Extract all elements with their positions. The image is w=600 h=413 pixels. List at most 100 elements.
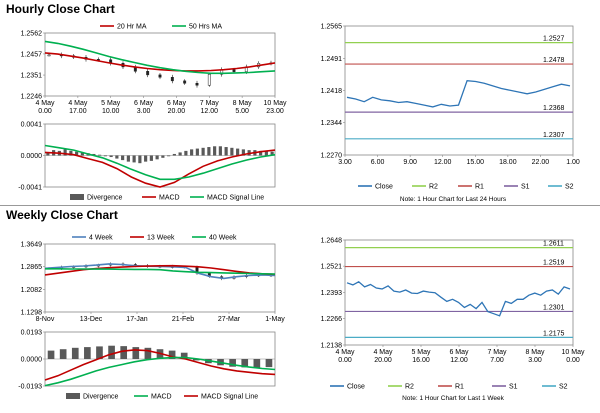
- hourly-close-close-line: [346, 80, 571, 108]
- weekly-close-legend-label: R1: [455, 384, 464, 391]
- weekly-close-xtick-label: 4 May 0.00: [335, 349, 355, 364]
- hourly-close-level-label: 1.2307: [543, 132, 565, 139]
- hourly-price-candle-body: [232, 69, 236, 72]
- hourly-macd-ytick-label: 0.0000: [21, 153, 43, 160]
- hourly-close-legend-label: Close: [375, 184, 393, 191]
- hourly-price-xtick-label: 5 May 10.00: [101, 100, 121, 115]
- weekly-macd-ytick-label: 0.0000: [21, 357, 43, 364]
- weekly-macd-divergence-bar: [59, 349, 67, 359]
- hourly-macd-legend-label: MACD: [159, 195, 180, 202]
- weekly-close-level-label: 1.2519: [543, 260, 565, 267]
- hourly-macd-divergence-bar: [195, 148, 199, 156]
- hourly-price-ytick-label: 1.2246: [21, 94, 43, 101]
- hourly-price-xtick-label: 7 May 12.00: [200, 100, 220, 115]
- hourly-close-ytick-label: 1.2344: [321, 120, 343, 127]
- hourly-macd-divergence-bar: [138, 155, 142, 164]
- weekly-40wk-line: [45, 267, 276, 275]
- weekly-close-ytick-label: 1.2138: [321, 343, 343, 350]
- hourly-macd-divergence-bar: [207, 147, 211, 156]
- hourly-macd-divergence-bar: [259, 150, 263, 156]
- weekly-macd-divergence-bar: [108, 345, 115, 359]
- hourly-price-xtick-label: 4 May 0.00: [35, 100, 55, 115]
- hourly-macd-divergence-bar: [109, 155, 113, 158]
- weekly-macd-divergence-bar: [120, 346, 128, 359]
- hourly-macd-divergence-bar: [80, 152, 84, 156]
- hourly-macd-divergence-bar: [224, 147, 228, 156]
- hourly-macd-divergence-bar: [161, 155, 165, 158]
- weekly-close-legend-label: S1: [509, 384, 518, 391]
- weekly-price-xtick-label: 17-Jan: [126, 316, 148, 323]
- weekly-price-xtick-label: 13-Dec: [80, 316, 103, 323]
- weekly-close-xtick-label: 10 May 0.00: [562, 349, 585, 364]
- hourly-close-level-label: 1.2368: [543, 105, 565, 112]
- hourly-price-candle-body: [146, 71, 150, 76]
- weekly-price-xtick-label: 8-Nov: [36, 316, 55, 323]
- hourly-close-xtick-label: 3.00: [338, 159, 352, 166]
- weekly-macd-macd-line: [44, 349, 276, 381]
- weekly-macd-legend-swatch: [66, 393, 80, 399]
- weekly-close-frame: [344, 239, 574, 346]
- hourly-macd-divergence-bar: [270, 151, 274, 156]
- weekly-macd-divergence-bar: [253, 359, 261, 368]
- hourly-macd-divergence-bar: [167, 155, 171, 157]
- hourly-macd-divergence-bar: [201, 147, 205, 156]
- hourly-close-level-label: 1.2527: [543, 36, 565, 43]
- hourly-close-ytick-label: 1.2418: [321, 88, 343, 95]
- hourly-price-candle-body: [207, 74, 211, 86]
- hourly-price-ytick-label: 1.2457: [21, 51, 43, 58]
- weekly-close-legend-label: S2: [559, 384, 568, 391]
- hourly-close-xtick-label: 18.00: [499, 159, 517, 166]
- hourly-macd-divergence-bar: [149, 155, 153, 161]
- hourly-close-xtick-label: 6.00: [371, 159, 385, 166]
- hourly-close-xtick-label: 15.00: [467, 159, 485, 166]
- weekly-macd-divergence-bar: [47, 350, 55, 359]
- hourly-macd-divergence-bar: [75, 151, 79, 156]
- weekly-macd-legend-label: Divergence: [83, 394, 119, 401]
- weekly-close-xtick-label: 6 May 12.00: [449, 349, 469, 364]
- weekly-price-xtick-label: 1-May: [265, 316, 285, 323]
- weekly-price-legend-label: 13 Week: [147, 235, 175, 242]
- weekly-price-frame: [44, 243, 276, 313]
- weekly-close-xtick-label: 8 May 3.00: [525, 349, 545, 364]
- hourly-macd-ytick-label: -0.0041: [18, 185, 42, 192]
- hourly-price-frame: [44, 32, 276, 97]
- hourly-macd-divergence-bar: [98, 154, 102, 156]
- weekly-macd-divergence-bar: [265, 359, 273, 368]
- hourly-macd-divergence-bar: [236, 148, 240, 156]
- hourly-macd-divergence-bar: [115, 155, 119, 159]
- weekly-close-level-label: 1.2175: [543, 330, 565, 337]
- weekly-close-ytick-label: 1.2521: [321, 264, 343, 271]
- hourly-close-legend-label: S1: [521, 184, 530, 191]
- weekly-close-level-label: 1.2611: [543, 241, 564, 248]
- weekly-price-ytick-label: 1.2865: [21, 264, 43, 271]
- hourly-close-ytick-label: 1.2565: [321, 24, 343, 31]
- hourly-close-ytick-label: 1.2491: [321, 56, 343, 63]
- weekly-macd-legend-label: MACD Signal Line: [201, 394, 258, 401]
- weekly-close-xtick-label: 4 May 20.00: [373, 349, 393, 364]
- weekly-macd-divergence-bar: [168, 350, 176, 359]
- hourly-macd-divergence-bar: [144, 155, 148, 162]
- weekly-price-legend-label: 4 Week: [89, 235, 113, 242]
- hourly-macd-divergence-bar: [213, 146, 217, 156]
- weekly-macd-signal-line: [44, 356, 276, 387]
- hourly-close-note: Note: 1 Hour Chart for Last 24 Hours: [400, 196, 507, 203]
- weekly-close-legend-label: R2: [405, 384, 414, 391]
- hourly-macd-divergence-bar: [190, 149, 194, 156]
- hourly-price-candle-body: [170, 77, 174, 82]
- weekly-close-close-line: [346, 281, 571, 317]
- hourly-close-level-label: 1.2478: [543, 57, 565, 64]
- hourly-macd-legend-label: Divergence: [87, 195, 123, 202]
- weekly-macd-divergence-bar: [192, 359, 200, 361]
- weekly-macd-divergence-bar: [71, 347, 79, 359]
- hourly-price-candle-body: [195, 82, 199, 86]
- hourly-close-xtick-label: 1.00: [566, 159, 580, 166]
- hourly-price-ytick-label: 1.2351: [21, 73, 43, 80]
- hourly-close-xtick-label: 12.00: [434, 159, 452, 166]
- weekly-macd-divergence-bar: [229, 359, 236, 367]
- weekly-close-note: Note: 1 Hour Chart for Last 1 Week: [402, 395, 505, 402]
- hourly-macd-legend-label: MACD Signal Line: [207, 195, 264, 202]
- hourly-50hr-ma-line: [44, 40, 276, 75]
- hourly-macd-divergence-bar: [178, 152, 182, 156]
- weekly-macd-divergence-bar: [241, 359, 249, 368]
